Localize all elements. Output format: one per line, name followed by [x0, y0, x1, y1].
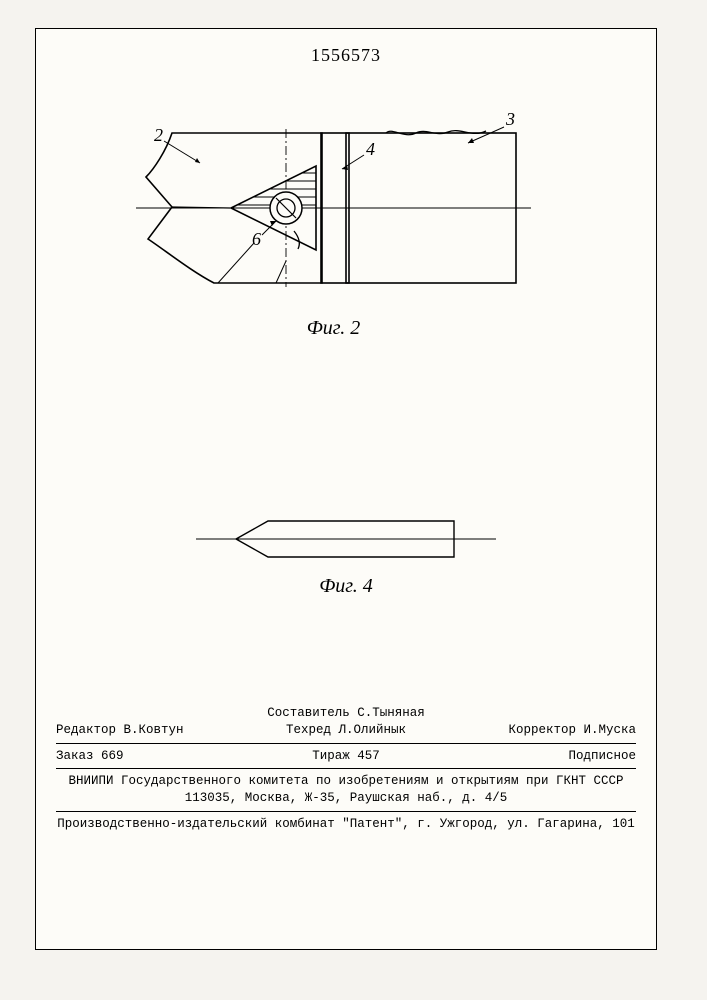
label-4: 4 [366, 139, 375, 159]
patent-number: 1556573 [36, 45, 656, 66]
figure-4-caption: Фиг. 4 [196, 575, 496, 598]
order-row: Заказ 669 Тираж 457 Подписное [56, 748, 636, 765]
editor: Редактор В.Ковтун [56, 722, 184, 739]
page-frame: 1556573 [35, 28, 657, 950]
footer-block: Составитель С.Тыняная Редактор В.Ковтун … [56, 705, 636, 833]
corrector: Корректор И.Муска [508, 722, 636, 739]
credits-row: Редактор В.Ковтун Техред Л.Олийнык Корре… [56, 722, 636, 739]
copies: Тираж 457 [312, 748, 380, 765]
subscription: Подписное [568, 748, 636, 765]
org-line: ВНИИПИ Государственного комитета по изоб… [56, 773, 636, 790]
label-6: 6 [252, 229, 261, 249]
figure-4-svg [196, 509, 496, 569]
label-2: 2 [154, 125, 163, 145]
org-addr: 113035, Москва, Ж-35, Раушская наб., д. … [56, 790, 636, 807]
label-3: 3 [505, 111, 515, 129]
order: Заказ 669 [56, 748, 124, 765]
divider-2 [56, 768, 636, 769]
figure-2: 2 3 4 6 Фиг. 2 [136, 111, 531, 331]
figure-4: Фиг. 4 [196, 509, 496, 589]
divider-1 [56, 743, 636, 744]
printer-line: Производственно-издательский комбинат "П… [56, 816, 636, 833]
divider-3 [56, 811, 636, 812]
compiler-line: Составитель С.Тыняная [56, 705, 636, 722]
tech: Техред Л.Олийнык [286, 722, 406, 739]
figure-2-caption: Фиг. 2 [136, 317, 531, 340]
figure-2-svg: 2 3 4 6 [136, 111, 531, 311]
